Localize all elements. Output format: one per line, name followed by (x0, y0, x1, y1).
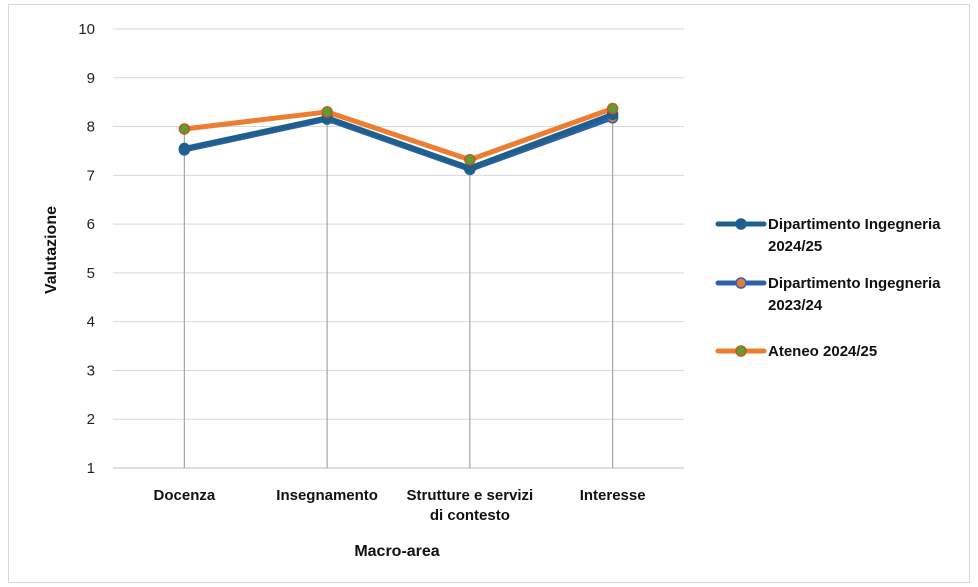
series-line (181, 106, 616, 163)
y-tick-label: 6 (87, 216, 95, 233)
legend-entry-line: Ateneo 2024/25 (768, 343, 877, 360)
x-category-label: Docenza (154, 487, 216, 504)
legend-entry-line: 2024/25 (768, 238, 822, 255)
x-category-label-line: Strutture e servizi (407, 487, 534, 504)
legend-entry: Dipartimento Ingegneria 2023/24 (768, 275, 941, 314)
x-category-label-line: di contesto (430, 507, 510, 524)
y-tick-label: 7 (87, 167, 95, 184)
series-line (181, 111, 616, 171)
legend-marker (735, 218, 747, 230)
y-axis-title: Valutazione (43, 206, 60, 294)
legend-entry-line: Dipartimento Ingegneria (768, 216, 941, 233)
y-tick-labels: 1 2 3 4 5 6 7 8 9 10 (78, 21, 95, 477)
legend-entry-line: Dipartimento Ingegneria (768, 275, 941, 292)
y-tick-label: 9 (87, 70, 95, 87)
gridlines (113, 28, 684, 469)
x-axis-title: Macro-area (354, 543, 439, 560)
line-chart: 1 2 3 4 5 6 7 8 9 10 Docenza Insegnamento Strutture… (43, 21, 941, 560)
legend-marker (735, 345, 747, 357)
legend-entry: Ateneo 2024/25 (768, 343, 877, 360)
y-tick-label: 4 (87, 314, 95, 331)
data-point (606, 102, 619, 115)
x-category-label: Strutture e servizi di contesto (407, 487, 534, 524)
x-category-label-line: Insegnamento (276, 487, 378, 504)
legend-entry: Dipartimento Ingegneria 2024/25 (768, 216, 941, 255)
legend-marker (735, 277, 747, 289)
legend: Dipartimento Ingegneria 2024/25Dipartimen… (715, 216, 941, 360)
x-category-label: Interesse (580, 487, 646, 504)
x-category-label-line: Docenza (154, 487, 216, 504)
data-point (178, 142, 191, 155)
data-point (178, 123, 191, 135)
drop-lines (183, 108, 614, 468)
x-category-label: Insegnamento (276, 487, 378, 504)
y-tick-label: 1 (87, 460, 95, 477)
data-point (464, 153, 476, 166)
x-category-label-line: Interesse (580, 487, 646, 504)
chart-frame: 1 2 3 4 5 6 7 8 9 10 Docenza Insegnamento Strutture… (8, 4, 970, 583)
y-tick-label: 8 (87, 119, 95, 136)
y-tick-label: 2 (87, 411, 95, 428)
y-tick-label: 3 (87, 362, 95, 379)
y-tick-label: 10 (78, 21, 95, 38)
legend-entry-line: 2023/24 (768, 297, 823, 314)
series-lines (178, 102, 619, 176)
x-category-labels: Docenza Insegnamento Strutture e servizi di… (154, 487, 646, 524)
y-tick-label: 5 (87, 265, 95, 282)
data-point (321, 106, 333, 118)
